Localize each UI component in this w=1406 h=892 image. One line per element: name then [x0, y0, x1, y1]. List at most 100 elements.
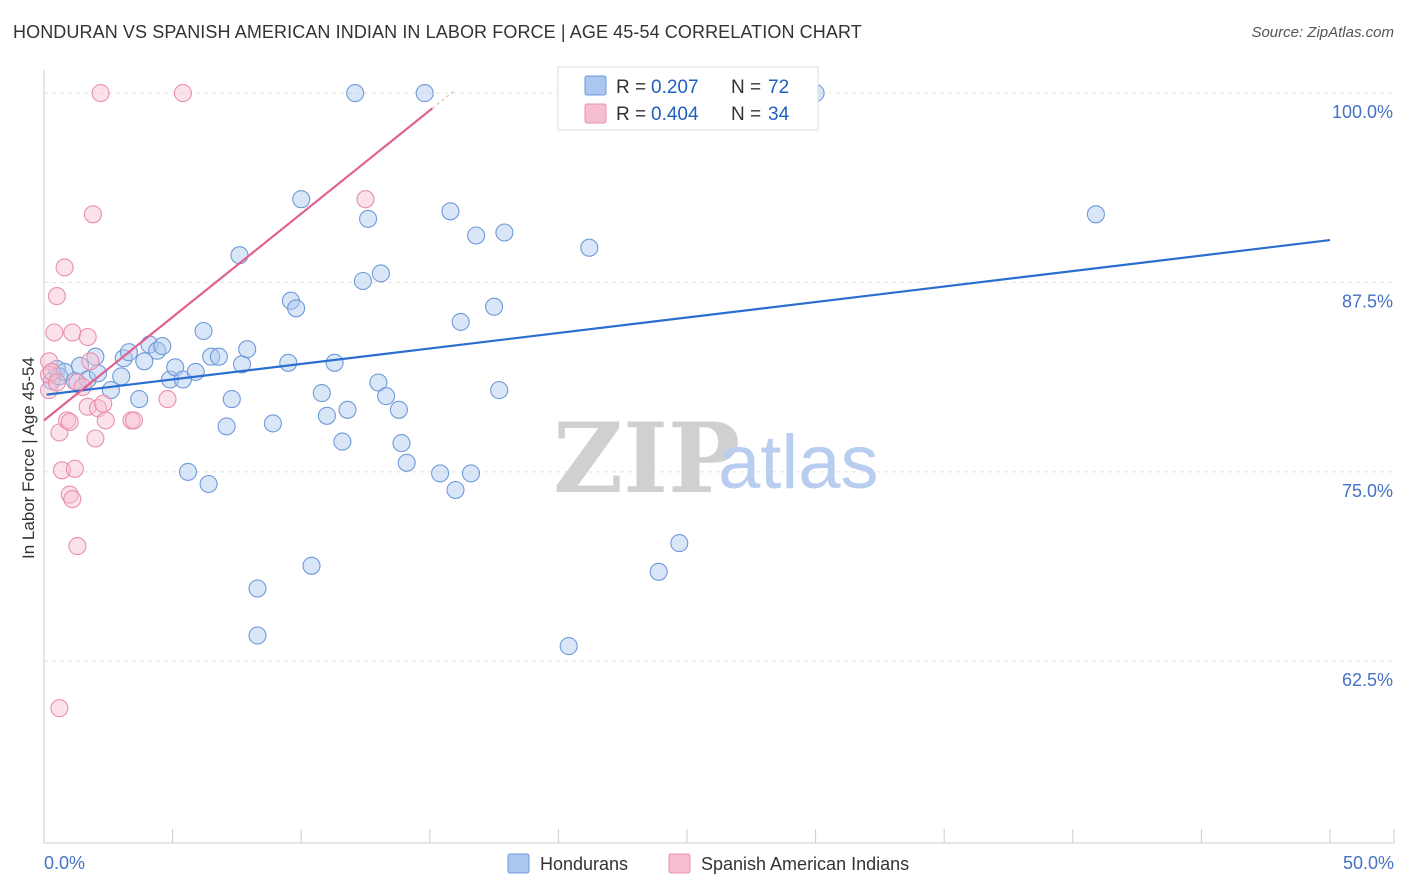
grid-lines: [44, 92, 1394, 662]
axes: [43, 70, 1394, 844]
hondurans-point-50: [377, 387, 396, 406]
bottom-legend-swatch-hondurans: [507, 853, 530, 874]
hondurans-point-13: [130, 390, 149, 409]
hondurans-point-23: [194, 321, 213, 341]
hondurans-trend-line: [46, 238, 1331, 396]
hondurans-point-44: [338, 400, 357, 419]
legend-r-label-spanish-american-indians: R =: [616, 104, 646, 125]
trend-lines: [43, 89, 1331, 422]
series-spanish-american-indians-points: [40, 84, 375, 718]
spanish-american-indians-point-8: [55, 258, 74, 277]
hondurans-point-38: [292, 190, 311, 209]
spanish-american-indians-point-1: [40, 365, 59, 384]
hondurans-point-58: [451, 312, 470, 331]
watermark-atlas: atlas: [718, 420, 879, 505]
spanish-american-indians-point-3: [45, 323, 64, 342]
y-axis-label: In Labor Force | Age 45-54: [19, 357, 38, 559]
hondurans-point-51: [389, 400, 408, 419]
hondurans-point-42: [325, 353, 344, 372]
spanish-american-indians-point-33: [47, 373, 66, 392]
spanish-american-indians-point-12: [63, 323, 82, 342]
spanish-american-indians-point-11: [60, 412, 79, 431]
hondurans-point-33: [248, 626, 267, 645]
hondurans-point-21: [178, 462, 198, 481]
hondurans-point-49: [371, 264, 390, 283]
hondurans-point-63: [495, 223, 514, 242]
y-axis-tick-labels: 62.5% 75.0% 87.5% 100.0%: [1332, 102, 1393, 690]
hondurans-point-27: [217, 417, 236, 436]
hondurans-point-47: [359, 209, 378, 228]
hondurans-point-52: [392, 434, 411, 453]
hondurans-point-17: [153, 337, 172, 356]
bottom-legend-swatch-spanish-american-indians: [668, 853, 691, 874]
watermark-zip: ZIP: [553, 402, 740, 515]
bottom-legend-label-hondurans: Hondurans: [540, 854, 628, 874]
spanish-american-indians-point-29: [158, 390, 177, 409]
hondurans-point-48: [369, 373, 388, 392]
hondurans-point-62: [490, 381, 509, 400]
hondurans-point-45: [346, 84, 365, 103]
hondurans-point-64: [559, 637, 578, 656]
spanish-american-indians-point-28: [124, 411, 144, 430]
hondurans-point-69: [1086, 205, 1105, 224]
hondurans-point-10: [112, 367, 131, 386]
y-tick-label-3: 100.0%: [1332, 102, 1393, 122]
spanish-american-indians-point-15: [68, 537, 87, 556]
legend-n-value-hondurans: 72: [768, 77, 789, 98]
y-tick-label-2: 87.5%: [1342, 292, 1393, 312]
hondurans-point-56: [441, 202, 460, 221]
hondurans-point-35: [279, 353, 298, 372]
legend-n-label-hondurans: N =: [731, 77, 761, 98]
legend-r-value-hondurans: 0.207: [651, 77, 699, 98]
spanish-american-indians-point-30: [173, 84, 192, 103]
hondurans-point-54: [415, 84, 434, 103]
hondurans-point-34: [263, 414, 282, 433]
hondurans-point-61: [485, 297, 504, 316]
spanish-american-indians-point-26: [91, 84, 110, 103]
legend-r-value-spanish-american-indians: 0.404: [651, 104, 699, 125]
hondurans-point-43: [333, 432, 352, 451]
hondurans-point-40: [312, 384, 331, 403]
legend-swatch-spanish-american-indians: [584, 103, 607, 124]
hondurans-point-32: [248, 579, 267, 598]
legend-n-label-spanish-american-indians: N =: [731, 104, 761, 125]
legend-n-value-spanish-american-indians: 34: [768, 104, 790, 125]
legend-swatch-hondurans: [584, 75, 607, 96]
hondurans-point-67: [670, 534, 689, 553]
hondurans-point-14: [135, 352, 154, 371]
hondurans-point-66: [649, 562, 668, 581]
hondurans-point-60: [467, 226, 486, 245]
hondurans-point-24: [199, 474, 218, 494]
hondurans-point-31: [238, 340, 257, 359]
watermark: ZIP atlas: [553, 402, 879, 515]
spanish-american-indians-point-6: [50, 699, 69, 718]
x-tick-label-min: 0.0%: [44, 853, 85, 873]
hondurans-point-29: [230, 246, 249, 265]
hondurans-point-57: [446, 480, 465, 500]
x-tick-label-max: 50.0%: [1343, 853, 1394, 873]
hondurans-point-41: [317, 406, 336, 425]
spanish-american-indians-point-20: [81, 352, 100, 371]
hondurans-point-39: [302, 556, 321, 575]
hondurans-point-59: [461, 464, 481, 483]
spanish-american-indians-point-22: [86, 429, 105, 448]
spanish-american-indians-point-19: [78, 327, 97, 347]
spanish-american-indians-point-0: [40, 352, 59, 371]
spanish-american-indians-point-24: [94, 394, 113, 413]
hondurans-point-28: [222, 390, 241, 409]
series-hondurans-points: [42, 84, 1105, 656]
hondurans-point-25: [202, 347, 221, 366]
hondurans-point-53: [397, 453, 416, 472]
hondurans-point-37: [287, 299, 306, 318]
spanish-american-indians-point-21: [83, 205, 102, 224]
legend-r-label-hondurans: R =: [616, 77, 646, 98]
spanish-american-indians-point-25: [96, 411, 115, 430]
bottom-legend-label-spanish-american-indians: Spanish American Indians: [701, 854, 909, 874]
spanish-american-indians-trend-extension: [431, 89, 457, 109]
hondurans-point-65: [580, 238, 599, 257]
source-label: Source: ZipAtlas.com: [1251, 24, 1394, 41]
series-legend: Hondurans Spanish American Indians: [507, 853, 909, 874]
spanish-american-indians-point-14: [65, 459, 84, 478]
x-axis-ticks: [43, 829, 1395, 843]
